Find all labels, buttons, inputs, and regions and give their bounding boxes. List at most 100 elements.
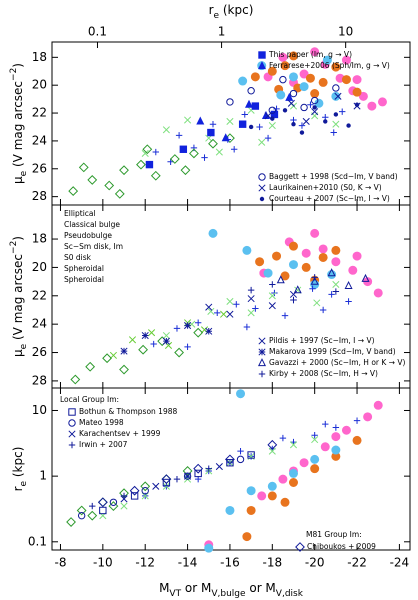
point	[310, 276, 319, 285]
point	[268, 447, 276, 455]
point	[299, 130, 305, 135]
point	[264, 112, 272, 120]
point	[301, 262, 311, 272]
legend-symbol	[258, 173, 266, 181]
point	[278, 52, 288, 62]
y-tick-label: 0.1	[28, 534, 47, 548]
point	[226, 459, 234, 467]
point	[78, 162, 89, 173]
point	[136, 159, 146, 170]
point	[205, 327, 213, 335]
x-tick-label: -22	[347, 556, 367, 570]
point	[278, 474, 288, 484]
point	[162, 482, 170, 490]
point	[109, 498, 118, 506]
legend-symbol	[68, 408, 76, 416]
legend-label: S0 disk	[64, 253, 92, 262]
point	[271, 289, 278, 297]
point	[184, 343, 191, 351]
point	[332, 84, 340, 92]
point	[233, 301, 240, 308]
point	[302, 117, 310, 125]
legend-label: Pseudobulge	[64, 231, 112, 240]
point	[279, 434, 287, 442]
legend-label: Makarova 1999 (Scd−Im, V band)	[269, 347, 396, 356]
y-tick-label: 22	[32, 106, 47, 120]
point	[226, 297, 234, 306]
legend-label: Elliptical	[64, 209, 96, 218]
point	[341, 425, 351, 435]
y-axis-label: μe (V mag arcsec−2)	[9, 63, 29, 184]
label-part: V,bulge	[211, 589, 246, 599]
x2-tick-label: 1	[218, 25, 226, 39]
legend-label: Pildis + 1997 (Sc−Im, I → V)	[269, 336, 375, 345]
legend-symbol	[258, 337, 266, 345]
point	[332, 280, 340, 288]
label-part: M	[159, 581, 169, 595]
point	[291, 121, 296, 127]
annotation: M81 Group Im:	[306, 530, 362, 539]
point	[320, 442, 330, 452]
point	[300, 103, 308, 112]
label-part: −2	[9, 68, 19, 81]
x-tick-label: -10	[93, 556, 113, 570]
point	[237, 447, 244, 455]
legend-label: Irwin + 2007	[79, 440, 128, 449]
point	[215, 462, 223, 471]
point	[281, 312, 289, 319]
point	[226, 459, 234, 467]
point	[358, 91, 368, 101]
legend-symbol	[68, 430, 76, 438]
x-tick-label: -20	[305, 556, 325, 570]
point	[246, 486, 256, 496]
point	[183, 472, 192, 480]
point	[312, 105, 317, 110]
point	[188, 320, 196, 328]
point	[150, 340, 157, 348]
point	[250, 72, 260, 82]
point	[310, 464, 320, 474]
label-part: )	[11, 236, 25, 241]
point	[348, 265, 358, 275]
y-axis-label: μe (V mag arcsec−2)	[9, 236, 29, 357]
point	[282, 108, 288, 113]
point	[141, 331, 149, 340]
point	[145, 160, 154, 169]
point	[236, 455, 245, 464]
point	[226, 98, 234, 106]
point	[152, 482, 160, 490]
point	[194, 469, 202, 478]
label-part: μ	[11, 176, 25, 184]
point	[241, 111, 248, 118]
point	[352, 87, 362, 97]
legend-symbol	[68, 441, 76, 449]
label-part: (V mag arcsec	[11, 254, 25, 344]
point	[248, 124, 254, 130]
point	[150, 170, 161, 181]
point	[252, 305, 259, 312]
point	[313, 299, 321, 307]
legend-label: Karachentsev + 1999	[79, 429, 161, 438]
point	[162, 337, 170, 345]
legend-label: Laurikainen+2010 (S0, K → V)	[269, 183, 382, 192]
panel-frame	[51, 387, 411, 551]
x-axis-label: MVT or MV,bulge or MV,disk	[159, 581, 304, 599]
point	[141, 487, 149, 495]
point	[339, 108, 346, 115]
point	[68, 186, 79, 196]
point	[352, 251, 362, 261]
label-part: (kpc)	[219, 3, 253, 17]
point	[66, 517, 76, 527]
point	[251, 102, 260, 110]
y-tick-label: 10	[32, 403, 47, 417]
point	[290, 296, 297, 304]
point	[263, 268, 273, 278]
point	[322, 55, 332, 65]
point	[363, 412, 373, 422]
label-part: or M	[246, 581, 276, 595]
point	[102, 353, 112, 364]
x-tick-label: -18	[263, 556, 283, 570]
point	[221, 133, 230, 142]
point	[269, 281, 276, 288]
x-tick-label: -8	[54, 556, 66, 570]
